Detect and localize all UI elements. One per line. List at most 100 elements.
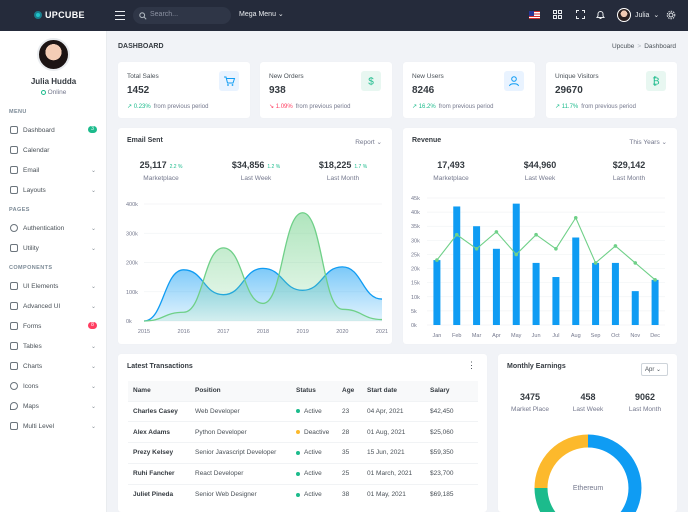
card-title: Email Sent [127,137,163,144]
column-header[interactable]: Name [128,381,190,401]
column-header[interactable]: Position [190,381,291,401]
sidebar-item-dashboard[interactable]: Dashboard 3 [10,124,98,136]
mail-icon [10,166,18,174]
user-menu[interactable]: Julia ⌄ [617,8,659,22]
fullscreen-icon[interactable] [576,10,585,19]
bell-icon[interactable] [596,10,605,20]
line-point [514,252,519,257]
card-title: Revenue [412,137,442,144]
table-row[interactable]: Charles Casey Web Developer Active 23 04… [128,400,478,422]
sidebar-item-layouts[interactable]: Layouts ⌄ [10,184,98,196]
table-row[interactable]: Ruhi Fancher React Developer Active 25 0… [128,462,478,485]
x-tick-label: 2017 [217,329,229,335]
sidebar-item-multi-level[interactable]: Multi Level ⌄ [10,420,98,432]
mega-menu-dropdown[interactable]: Mega Menu ⌄ [239,10,284,18]
more-vertical-icon[interactable]: ⋮ [467,360,476,370]
report-dropdown[interactable]: Report ⌄ [355,139,382,146]
sidebar-item-icons[interactable]: Icons ⌄ [10,380,98,392]
chevron-down-icon: ⌄ [376,139,382,146]
series-area [144,212,382,321]
sidebar-item-utility[interactable]: Utility ⌄ [10,242,98,254]
line-point [613,244,618,248]
y-tick-label: 0k [126,319,132,325]
column-header[interactable]: Status [291,381,337,401]
x-tick-label: May [511,333,522,339]
table-icon [10,342,18,350]
x-tick-label: Nov [630,333,640,339]
menu-toggle-icon[interactable] [115,11,125,20]
earnings-market-place: 3475 Market Place [511,392,549,413]
x-tick-label: 2016 [178,329,190,335]
x-tick-label: Jul [552,333,559,339]
line-point [653,278,657,282]
revenue-bar-chart: 0k 5k 10k 15k 20k 25k 30k 35k 40k 45k Jan Feb Mar Apr… [411,196,665,339]
cell-status: Deactive [291,421,337,443]
stat-change-percent: ↗ 16.2% [412,104,436,110]
breadcrumb-item[interactable]: Upcube [611,43,635,50]
y-tick-label: 300k [126,231,138,237]
utility-icon [10,244,18,252]
dashboard-icon [10,126,18,134]
sidebar-item-charts[interactable]: Charts ⌄ [10,360,98,372]
calendar-icon [10,146,18,154]
bar [492,248,500,325]
sidebar-item-maps[interactable]: Maps ⌄ [10,400,98,412]
latest-transactions-card: Latest Transactions ⋮ Name Position Stat… [118,354,487,512]
earnings-donut-chart: Ethereum [534,434,642,512]
column-header[interactable]: Age [337,381,362,401]
cell-name: Charles Casey [128,400,190,422]
line-point [633,261,638,265]
stack-icon [10,302,18,310]
breadcrumb-separator: > [637,43,642,50]
cell-status: Active [291,462,337,485]
line-point [494,230,499,234]
chevron-down-icon: ⌄ [90,404,96,410]
sidebar-item-ui-elements[interactable]: UI Elements ⌄ [10,280,98,292]
year-dropdown[interactable]: This Years ⌄ [629,139,667,146]
chevron-down-icon: ⌄ [90,304,96,310]
cell-age: 28 [337,421,362,443]
cell-status: Active [291,400,337,422]
series-line [143,266,383,322]
column-header[interactable]: Start date [362,381,425,401]
chevron-down-icon: ⌄ [90,168,96,174]
cart-icon [224,76,236,86]
column-header[interactable]: Salary [425,381,478,401]
gear-icon[interactable] [666,10,676,20]
sidebar-item-email[interactable]: Email ⌄ [10,164,98,176]
table-row[interactable]: Alex Adams Python Developer Deactive 28 … [128,421,478,443]
table-row[interactable]: Prezy Kelsey Senior Javascript Developer… [128,442,478,464]
svg-text:$: $ [368,77,374,88]
sidebar-item-calendar[interactable]: Calendar [10,144,98,156]
y-tick-label: 35k [411,224,420,230]
kpi-last-week: $34,856 1.2 % Last Week [231,160,281,182]
month-select[interactable]: Apr ⌄ [641,363,668,376]
bar [473,226,481,325]
sidebar-item-authentication[interactable]: Authentication ⌄ [10,222,98,234]
cell-salary: $25,060 [425,421,478,443]
x-tick-label: Jun [532,333,541,339]
apps-grid-icon[interactable] [553,10,562,19]
chevron-down-icon: ⌄ [90,284,96,290]
us-flag-icon[interactable] [529,11,540,19]
chevron-down-icon: ⌄ [90,424,96,430]
table-row[interactable]: Juliet Pineda Senior Web Designer Active… [128,483,478,505]
brand-logo[interactable]: UPCUBE [34,10,85,20]
bar [433,260,441,325]
chevron-down-icon: ⌄ [90,364,96,370]
profile-status: Online [0,89,107,96]
sidebar-item-forms[interactable]: Forms 8 [10,320,98,332]
profile-avatar[interactable] [37,38,70,71]
chevron-down-icon: ⌄ [656,367,662,373]
cell-start-date: 15 Jun, 2021 [362,442,425,464]
stat-card-unique-visitors: Unique Visitors 29670 ↗ 11.7% from previo… [546,62,677,118]
dollar-icon: $ [368,77,374,88]
cell-position: Senior Web Designer [190,483,291,505]
status-dot-icon [296,409,300,414]
search-input[interactable]: Search... [133,7,231,24]
chevron-down-icon: ⌄ [277,11,284,18]
y-tick-label: 20k [411,267,420,273]
sidebar-item-advanced-ui[interactable]: Advanced UI ⌄ [10,300,98,312]
stat-label: Unique Visitors [555,73,599,80]
sidebar-item-tables[interactable]: Tables ⌄ [10,340,98,352]
